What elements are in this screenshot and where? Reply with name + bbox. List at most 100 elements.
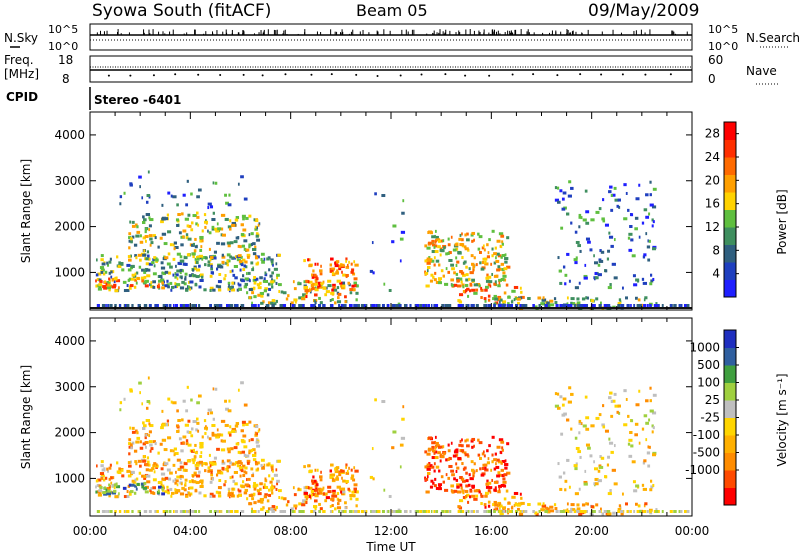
velocity-cell <box>620 510 624 513</box>
power-cell <box>314 288 319 292</box>
power-colorbar-tick-label: 4 <box>712 267 720 281</box>
power-cell <box>96 304 100 307</box>
power-cell <box>216 267 219 271</box>
velocity-cell <box>96 464 98 468</box>
velocity-cell <box>233 446 238 450</box>
velocity-cell <box>491 478 494 482</box>
velocity-cell <box>283 510 287 513</box>
power-cell <box>585 210 590 214</box>
power-cell <box>593 261 599 265</box>
velocity-cell <box>105 510 107 513</box>
velocity-cell <box>517 507 520 511</box>
velocity-cell <box>502 480 507 484</box>
freq-dip <box>669 73 672 76</box>
power-cell <box>144 230 147 234</box>
power-cell <box>216 304 220 307</box>
velocity-cell <box>214 433 218 437</box>
velocity-cell <box>279 510 283 513</box>
velocity-cell <box>554 404 560 408</box>
velocity-cell <box>308 470 313 474</box>
power-cell <box>270 258 274 262</box>
velocity-cell <box>213 510 217 513</box>
velocity-cell <box>169 471 173 475</box>
power-cell <box>480 296 483 300</box>
velocity-cell <box>148 422 151 426</box>
power-cell <box>226 304 231 307</box>
velocity-cell <box>353 466 356 470</box>
velocity-cell <box>297 487 300 491</box>
velocity-cell <box>415 510 420 513</box>
power-cell <box>268 287 272 291</box>
power-cell <box>586 296 589 300</box>
power-cell <box>166 262 171 266</box>
velocity-cell <box>139 440 142 444</box>
velocity-cell <box>313 510 316 513</box>
power-cell <box>196 195 200 199</box>
power-cell <box>144 239 147 243</box>
power-cell <box>381 194 386 198</box>
power-cell <box>419 304 423 307</box>
power-cell <box>253 218 256 222</box>
power-cell <box>194 237 197 241</box>
velocity-cell <box>152 486 156 490</box>
velocity-cell <box>381 400 386 404</box>
velocity-cell <box>501 448 504 452</box>
power-cell <box>125 288 130 292</box>
power-cell <box>578 225 581 229</box>
velocity-cell <box>312 492 315 496</box>
velocity-cell <box>253 487 257 491</box>
velocity-cell <box>643 459 647 463</box>
velocity-cell <box>678 510 681 513</box>
power-cell <box>148 195 151 199</box>
power-cell <box>598 304 602 307</box>
velocity-cell <box>257 492 262 496</box>
velocity-cell <box>616 410 619 414</box>
velocity-cell <box>129 460 132 464</box>
velocity-cell <box>556 392 560 396</box>
velocity-cell <box>135 477 139 481</box>
power-cell <box>621 286 624 290</box>
velocity-cell <box>369 475 374 479</box>
velocity-cell <box>451 489 456 493</box>
power-cell <box>458 293 464 297</box>
velocity-cell <box>275 468 278 472</box>
velocity-cell <box>578 512 583 516</box>
velocity-cell <box>161 487 164 491</box>
velocity-cell <box>461 462 464 466</box>
velocity-cell <box>224 399 227 403</box>
power-cell <box>229 241 234 245</box>
power-cell <box>254 219 259 223</box>
velocity-cell <box>153 462 157 466</box>
velocity-cell <box>464 495 468 499</box>
power-cell <box>254 245 257 249</box>
power-cell <box>650 273 653 277</box>
power-cell <box>467 277 471 281</box>
velocity-cell <box>135 462 138 466</box>
power-cell <box>426 257 430 261</box>
velocity-cell <box>610 400 613 404</box>
velocity-cell <box>486 461 491 465</box>
velocity-cell <box>287 500 290 504</box>
velocity-cell <box>338 471 342 475</box>
power-cell <box>253 281 257 285</box>
power-cell <box>195 222 198 226</box>
velocity-cell <box>135 440 140 444</box>
power-cell <box>228 284 230 288</box>
velocity-cell <box>453 489 458 493</box>
velocity-cell <box>167 491 170 495</box>
velocity-cell <box>110 481 113 485</box>
power-cell <box>445 267 448 271</box>
power-cell <box>318 304 322 307</box>
velocity-cell <box>549 509 555 513</box>
power-cell <box>142 253 146 257</box>
power-cell <box>172 243 175 247</box>
velocity-cell <box>183 488 187 492</box>
power-cell <box>174 245 179 249</box>
velocity-cell <box>133 491 137 495</box>
velocity-cell <box>196 463 200 467</box>
power-cell <box>483 248 486 252</box>
power-cell <box>628 304 630 307</box>
power-cell <box>574 261 578 265</box>
power-cell <box>617 304 620 307</box>
power-cell <box>600 250 605 254</box>
